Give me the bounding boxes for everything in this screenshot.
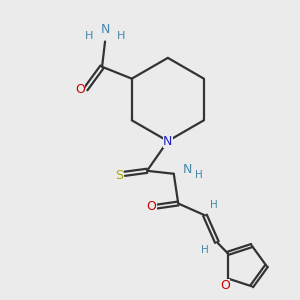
- Text: O: O: [220, 279, 230, 292]
- Text: H: H: [201, 244, 209, 255]
- Text: H: H: [117, 31, 126, 40]
- Text: H: H: [195, 170, 203, 180]
- Text: S: S: [115, 169, 123, 182]
- Text: N: N: [182, 163, 192, 176]
- Text: H: H: [210, 200, 218, 210]
- Text: O: O: [75, 82, 85, 96]
- Text: O: O: [146, 200, 156, 213]
- Text: N: N: [163, 135, 172, 148]
- Text: N: N: [100, 23, 110, 36]
- Text: H: H: [85, 31, 93, 40]
